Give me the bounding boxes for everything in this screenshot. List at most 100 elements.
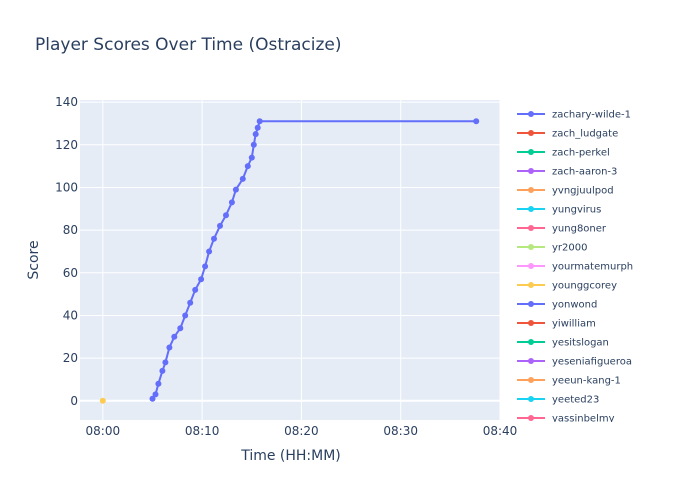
legend-item-yesitslogan[interactable]: yesitslogan [517,338,609,349]
legend-label: yungvirus [552,205,601,216]
legend-item-yassinbelmy[interactable]: yassinbelmy [517,414,615,425]
legend-label: yung8oner [552,224,607,235]
data-point-zachary-wilde-1 [232,186,239,193]
x-tick-label: 08:00 [86,424,121,438]
data-point-zachary-wilde-1 [248,154,255,161]
legend-marker [528,168,534,174]
legend-label: zach-aaron-3 [552,167,617,178]
x-tick-label: 08:30 [383,424,418,438]
legend-marker [528,339,534,345]
data-point-zachary-wilde-1 [211,235,217,242]
legend-label: zachary-wilde-1 [552,110,631,121]
data-point-zachary-wilde-1 [192,286,199,293]
legend-marker [528,187,534,193]
legend-marker [528,111,534,117]
y-tick-label: 80 [63,223,78,237]
legend-item-yr2000[interactable]: yr2000 [517,243,587,254]
data-point-zachary-wilde-1 [473,118,480,125]
legend-label: zach-perkel [552,148,610,159]
legend-item-yungvirus[interactable]: yungvirus [517,205,601,216]
legend-item-younggcorey[interactable]: younggcorey [517,281,617,292]
legend-marker [528,377,534,383]
legend-label: yeeted23 [552,395,599,406]
data-point-zachary-wilde-1 [182,312,189,319]
legend-marker [528,149,534,155]
data-point-zachary-wilde-1 [239,175,246,182]
y-tick-label: 0 [70,394,78,408]
data-point-zachary-wilde-1 [223,212,229,219]
data-point-zachary-wilde-1 [252,131,259,138]
data-point-zachary-wilde-1 [187,299,194,306]
legend-marker [528,396,534,402]
legend-label: yassinbelmy [552,414,615,425]
x-tick-label: 08:40 [483,424,518,438]
legend-item-yeseniafigueroa[interactable]: yeseniafigueroa [517,357,632,368]
data-point-zachary-wilde-1 [206,248,213,255]
data-point-zachary-wilde-1 [202,263,209,270]
legend-item-yourmatemurph[interactable]: yourmatemurph [517,262,633,273]
legend-marker [528,225,534,231]
y-tick-label: 140 [55,95,78,109]
y-tick-label: 20 [63,351,78,365]
legend-label: yourmatemurph [552,262,633,273]
data-point-zachary-wilde-1 [155,380,162,387]
legend-label: yiwilliam [552,319,596,330]
legend-label: yonwond [552,300,597,311]
data-point-zachary-wilde-1 [152,391,159,398]
x-axis-ticks: 08:00 08:10 08:20 08:30 08:40 [86,424,518,438]
legend-item-zachary-wilde-1[interactable]: zachary-wilde-1 [517,110,631,121]
legend-label: yr2000 [552,243,587,254]
legend-label: yesitslogan [552,338,609,349]
legend-item-yvngjuulpod[interactable]: yvngjuulpod [517,186,614,197]
legend-marker [528,130,534,136]
legend-item-zach_ludgate[interactable]: zach_ludgate [517,129,618,140]
x-axis-title: Time (HH:MM) [240,448,341,464]
data-point-zachary-wilde-1 [198,276,205,283]
data-point-zachary-wilde-1 [166,344,173,351]
data-point-zachary-wilde-1 [162,359,169,366]
legend-marker [528,301,534,307]
data-point-zachary-wilde-1 [149,395,156,402]
legend-label: younggcorey [552,281,617,292]
y-axis-title: Score [26,240,42,279]
legend-item-yung8oner[interactable]: yung8oner [517,224,607,235]
legend-item-yiwilliam[interactable]: yiwilliam [517,319,596,330]
chart-title: Player Scores Over Time (Ostracize) [35,35,342,55]
data-point-zachary-wilde-1 [228,199,235,206]
data-point-zachary-wilde-1 [250,141,257,148]
legend-marker [528,244,534,250]
plot-area [80,100,500,420]
legend-label: zach_ludgate [552,129,618,140]
data-point-zachary-wilde-1 [244,163,251,170]
legend[interactable]: zachary-wilde-1 zach_ludgate zach-perkel za… [517,110,633,425]
legend-item-yeeted23[interactable]: yeeted23 [517,395,599,406]
legend-item-yonwond[interactable]: yonwond [517,300,597,311]
y-tick-label: 100 [55,180,78,194]
legend-label: yeeun-kang-1 [552,376,621,387]
legend-item-yeeun-kang-1[interactable]: yeeun-kang-1 [517,376,621,387]
data-point-zachary-wilde-1 [177,325,184,332]
y-tick-label: 120 [55,138,78,152]
legend-label: yeseniafigueroa [552,357,632,368]
legend-item-zach-aaron-3[interactable]: zach-aaron-3 [517,167,617,178]
data-point-zachary-wilde-1 [217,222,223,229]
legend-marker [528,320,534,326]
y-tick-label: 60 [63,266,78,280]
data-point-zachary-wilde-1 [256,118,263,125]
legend-marker [528,263,534,269]
data-point-younggcorey [99,397,106,404]
x-tick-label: 08:20 [284,424,319,438]
x-tick-label: 08:10 [185,424,220,438]
data-point-zachary-wilde-1 [171,333,178,340]
data-point-zachary-wilde-1 [159,367,166,374]
legend-label: yvngjuulpod [552,186,614,197]
series-layer [99,118,480,404]
legend-item-zach-perkel[interactable]: zach-perkel [517,148,610,159]
legend-marker [528,358,534,364]
data-point-zachary-wilde-1 [254,124,261,131]
y-tick-label: 40 [63,308,78,322]
legend-marker [528,206,534,212]
legend-marker [528,282,534,288]
legend-marker [528,415,534,421]
